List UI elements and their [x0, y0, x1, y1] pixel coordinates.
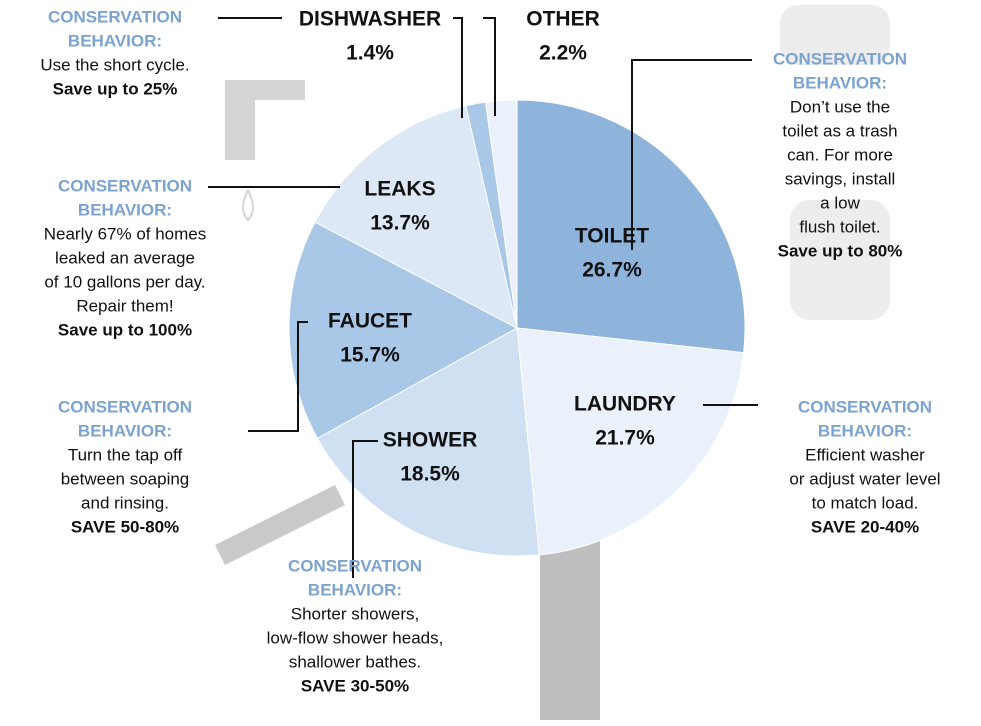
annotation-text: a low	[820, 193, 860, 212]
annotation-saving: Save up to 100%	[58, 320, 192, 339]
annotation-heading: CONSERVATION	[798, 397, 932, 416]
annotation-heading: BEHAVIOR:	[68, 31, 162, 50]
page: {"chart_data": {"type": "pie", "categori…	[0, 0, 981, 726]
shower-illustration	[215, 485, 345, 565]
slice-label: FAUCET	[328, 310, 412, 333]
chart: TOILET 26.7% LAUNDRY 21.7% SHOWER 18.5% FAUCET…	[0, 0, 981, 726]
annotation-heading: CONSERVATION	[58, 176, 192, 195]
slice-label: LAUNDRY	[574, 393, 676, 416]
annotation-text: and rinsing.	[81, 493, 169, 512]
annotation-heading: CONSERVATION	[58, 397, 192, 416]
slice-label: TOILET	[575, 225, 649, 248]
annotation-saving: Save up to 80%	[778, 241, 903, 260]
annotation-text: Efficient washer	[805, 445, 925, 464]
annotation-text: Don’t use the	[790, 97, 890, 116]
annotation-heading: BEHAVIOR:	[793, 73, 887, 92]
annotation-text: flush toilet.	[799, 217, 880, 236]
annotation-heading: CONSERVATION	[773, 49, 907, 68]
annotation-text: toilet as a trash	[782, 121, 897, 140]
annotation-text: can. For more	[787, 145, 893, 164]
slice-value-label: 21.7%	[595, 427, 655, 450]
faucet-illustration	[225, 80, 305, 160]
annotation-text: low-flow shower heads,	[267, 628, 444, 647]
annotation-heading: BEHAVIOR:	[818, 421, 912, 440]
annotation-text: or adjust water level	[789, 469, 940, 488]
annotation-saving: SAVE 30-50%	[301, 676, 409, 695]
slice-label: DISHWASHER	[299, 8, 441, 31]
leader-line	[248, 322, 308, 431]
annotation-heading: CONSERVATION	[288, 556, 422, 575]
slice-label: SHOWER	[383, 429, 478, 452]
slice-value-label: 13.7%	[370, 212, 430, 235]
slice-value-label: 15.7%	[340, 344, 400, 367]
slice-value-label: 1.4%	[346, 42, 394, 65]
annotation-saving: Save up to 25%	[53, 79, 178, 98]
annotation-text: Turn the tap off	[68, 445, 183, 464]
annotation-text: to match load.	[812, 493, 919, 512]
annotation-text: of 10 gallons per day.	[44, 272, 205, 291]
annotation-heading: BEHAVIOR:	[308, 580, 402, 599]
annotation-text: savings, install	[785, 169, 896, 188]
slice-value-label: 18.5%	[400, 463, 460, 486]
annotation-text: Shorter showers,	[291, 604, 420, 623]
slice-value-label: 26.7%	[582, 259, 642, 282]
annotation-text: leaked an average	[55, 248, 195, 267]
annotation-text: Nearly 67% of homes	[44, 224, 207, 243]
annotation-text: shallower bathes.	[289, 652, 421, 671]
slice-value-label: 2.2%	[539, 42, 587, 65]
annotation-heading: BEHAVIOR:	[78, 200, 172, 219]
drop-illustration	[243, 190, 253, 220]
annotation-text: between soaping	[61, 469, 190, 488]
annotation-text: Use the short cycle.	[40, 55, 189, 74]
slice-label: LEAKS	[364, 178, 435, 201]
annotation-saving: SAVE 20-40%	[811, 517, 919, 536]
annotation-heading: BEHAVIOR:	[78, 421, 172, 440]
annotation-heading: CONSERVATION	[48, 7, 182, 26]
annotation-saving: SAVE 50-80%	[71, 517, 179, 536]
annotation-text: Repair them!	[76, 296, 173, 315]
slice-label: OTHER	[526, 8, 600, 31]
